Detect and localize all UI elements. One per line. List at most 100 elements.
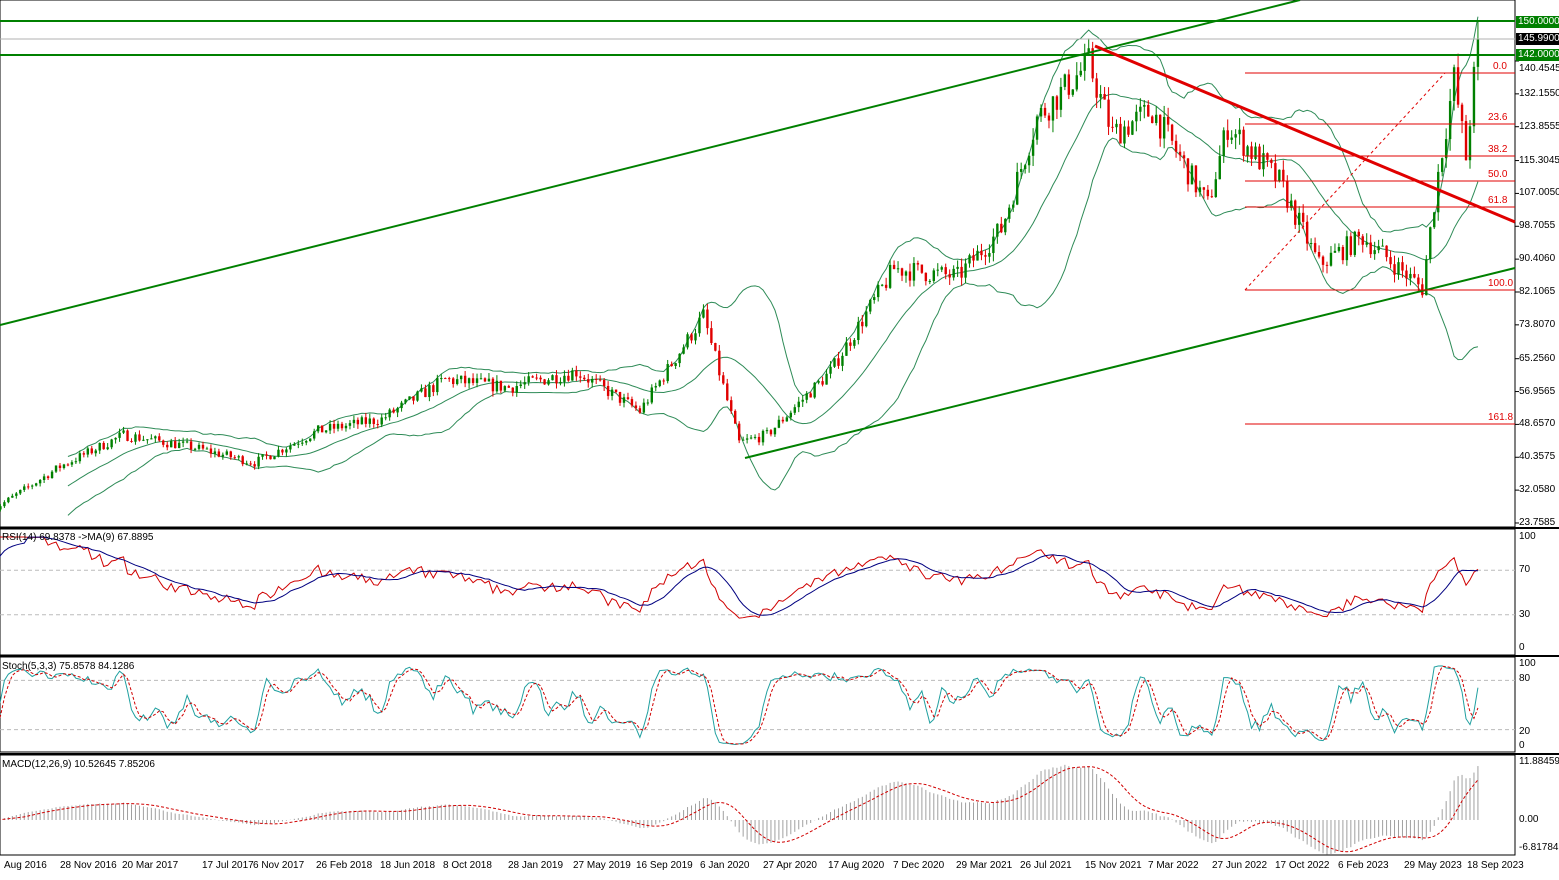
fibonacci-trendline [1244,72,1446,291]
candle-body [1440,158,1444,172]
candle-body [753,436,757,438]
candle-body [980,250,983,256]
date-axis-label: 26 Feb 2018 [316,860,373,871]
candle-body [1008,207,1011,219]
candle-body [773,427,777,435]
date-axis-label: 7 Mar 2022 [1148,860,1199,871]
candle-body [797,401,800,408]
candle-body [769,430,773,435]
candle-body [225,451,229,455]
bollinger-lower [67,137,1479,516]
candle-body [789,412,793,418]
candle-body [1123,126,1126,144]
candle-body [785,417,789,422]
candle-body [1417,277,1420,285]
date-axis-label: 17 Jul 2017 [202,860,254,871]
candle-body [340,423,344,429]
candle-body [543,379,546,385]
candle-body [1301,212,1305,222]
date-axis-label: 28 Nov 2016 [60,860,117,871]
candle-body [30,485,34,487]
candle-body [316,425,320,432]
candle-body [523,382,526,385]
candle-body [126,430,129,441]
price-axis-label: 23.7585 [1519,516,1556,528]
candle-body [511,387,514,393]
candle-body [821,381,824,385]
date-axis-label: 8 Oct 2018 [443,860,492,871]
candle-body [1429,227,1432,260]
candle-body [535,377,538,379]
candle-body [1214,179,1217,198]
channel-upper-line [0,0,1301,326]
date-axis-label: 18 Sep 2023 [1467,860,1524,871]
candle-body [956,266,959,269]
candle-body [666,364,669,382]
rsi-axis-label: 70 [1519,564,1531,576]
stoch-axis-label: 80 [1519,673,1531,684]
date-axis-label: 27 Jun 2022 [1212,860,1268,871]
candle-body [376,424,379,426]
candle-body [118,432,121,438]
candle-body [1353,231,1357,255]
candle-body [944,267,947,275]
level-tag-142: 142.0000 [1516,49,1559,61]
candle-body [730,400,733,411]
candle-body [1405,270,1408,279]
candle-body [309,438,312,441]
candle-body [1143,104,1146,107]
candle-body [984,255,987,257]
candle-body [364,417,368,424]
candle-body [642,402,646,413]
candle-body [1468,126,1472,161]
candle-body [495,380,499,392]
candle-body [241,456,244,465]
candle-body [320,425,324,433]
candle-body [765,430,769,432]
candle-body [849,342,852,346]
candle-body [142,439,145,441]
candle-body [682,347,685,354]
date-axis-label: 20 Mar 2017 [122,860,179,871]
candle-body [1178,151,1182,156]
candle-body [166,444,169,448]
macd-axis-label: 0.00 [1519,814,1539,825]
candle-body [702,309,705,318]
candle-body [1012,204,1015,208]
candle-body [170,441,173,448]
candle-body [392,409,395,413]
candle-body [968,255,971,264]
stoch-axis-label: 20 [1519,726,1531,737]
candle-body [479,378,483,380]
candle-body [154,436,157,439]
candle-body [245,463,248,465]
candle-body [618,391,622,403]
candle-body [1262,153,1265,170]
candle-body [837,358,840,366]
candle-body [428,385,431,398]
candle-body [98,442,101,451]
candle-body [444,378,447,380]
macd-signal-line [0,766,1479,853]
candle-body [297,443,300,445]
stoch-label: Stoch(5,3,3) 75.8578 84.1286 [2,661,135,672]
price-axis-label: 82.1065 [1519,285,1556,297]
candle-body [817,381,820,383]
candle-body [301,442,304,444]
price-axis-label: 107.0050 [1519,187,1559,199]
candle-body [158,436,161,441]
candle-body [519,384,522,387]
candle-body [741,439,745,441]
candle-body [1206,189,1210,197]
candle-body [1476,39,1480,67]
current-price-tag: 145.9900 [1516,33,1559,45]
date-axis-label: 6 Nov 2017 [253,860,305,871]
candle-body [424,388,427,398]
candle-body [1413,273,1416,278]
candle-body [1019,169,1023,172]
candle-body [1162,117,1166,139]
candle-body [3,502,6,507]
candle-body [281,449,284,453]
candle-body [1329,252,1333,266]
